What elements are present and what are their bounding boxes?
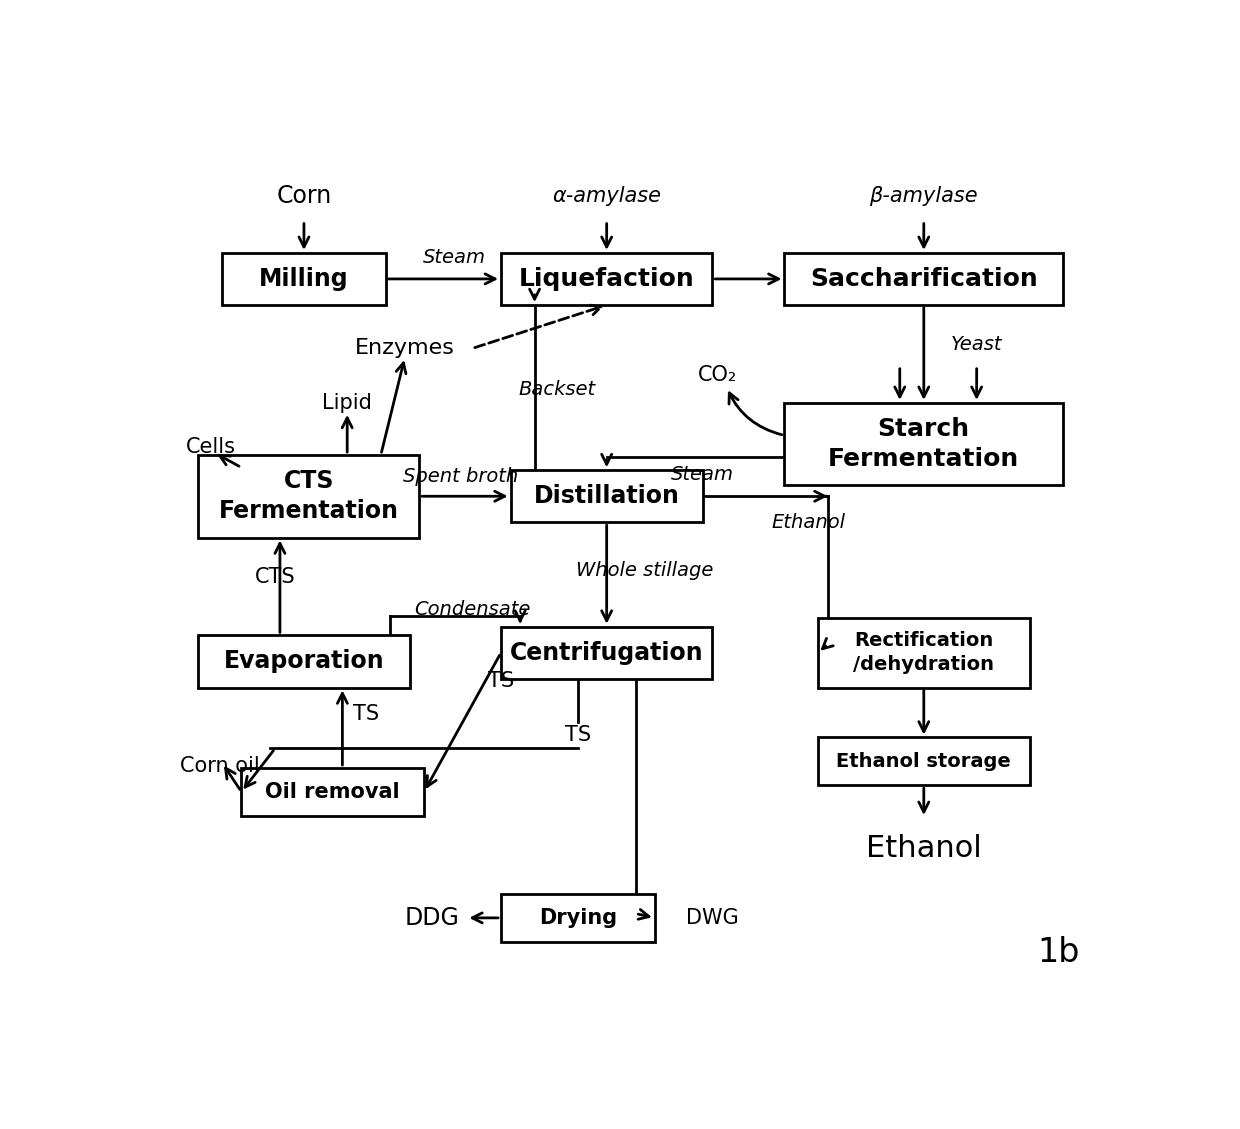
Text: CTS: CTS <box>254 567 295 587</box>
Text: α-amylase: α-amylase <box>552 186 661 207</box>
Text: TS: TS <box>564 725 591 745</box>
Text: Yeast: Yeast <box>951 334 1002 353</box>
Text: Lipid: Lipid <box>322 393 372 413</box>
FancyBboxPatch shape <box>198 455 419 537</box>
Text: Backset: Backset <box>518 379 595 399</box>
Text: Enzymes: Enzymes <box>355 339 455 359</box>
Text: Ethanol: Ethanol <box>771 513 846 532</box>
Text: Steam: Steam <box>671 465 734 484</box>
Text: Ethanol: Ethanol <box>866 834 982 863</box>
Text: DDG: DDG <box>404 905 459 930</box>
Text: Saccharification: Saccharification <box>810 266 1038 291</box>
FancyBboxPatch shape <box>785 403 1063 485</box>
FancyBboxPatch shape <box>818 618 1029 688</box>
Text: Centrifugation: Centrifugation <box>510 641 703 665</box>
FancyBboxPatch shape <box>198 636 409 688</box>
FancyBboxPatch shape <box>511 470 703 523</box>
Text: Starch
Fermentation: Starch Fermentation <box>828 418 1019 471</box>
Text: Liquefaction: Liquefaction <box>518 266 694 291</box>
FancyBboxPatch shape <box>501 253 713 305</box>
Text: Distillation: Distillation <box>533 484 680 508</box>
Text: Condensate: Condensate <box>414 599 531 619</box>
FancyBboxPatch shape <box>818 737 1029 786</box>
Text: β-amylase: β-amylase <box>869 186 978 207</box>
Text: DWG: DWG <box>686 908 739 928</box>
Text: Ethanol storage: Ethanol storage <box>837 752 1011 771</box>
Text: Whole stillage: Whole stillage <box>577 561 714 579</box>
FancyBboxPatch shape <box>501 894 655 942</box>
FancyBboxPatch shape <box>785 253 1063 305</box>
FancyBboxPatch shape <box>501 627 713 679</box>
Text: CO₂: CO₂ <box>697 365 737 385</box>
Text: Evaporation: Evaporation <box>223 649 384 673</box>
Text: CTS
Fermentation: CTS Fermentation <box>218 470 399 523</box>
Text: 1b: 1b <box>1037 936 1080 969</box>
Text: Drying: Drying <box>538 908 618 928</box>
Text: Rectification
/dehydration: Rectification /dehydration <box>853 631 994 674</box>
Text: TS: TS <box>353 703 379 724</box>
Text: Oil removal: Oil removal <box>265 781 401 802</box>
Text: Steam: Steam <box>423 247 486 266</box>
Text: Spent broth: Spent broth <box>403 466 518 485</box>
Text: Corn: Corn <box>277 184 331 209</box>
Text: Milling: Milling <box>259 266 348 291</box>
Text: Corn oil: Corn oil <box>181 755 260 776</box>
Text: Cells: Cells <box>186 437 236 457</box>
Text: TS: TS <box>487 672 515 691</box>
FancyBboxPatch shape <box>222 253 386 305</box>
FancyBboxPatch shape <box>242 768 424 816</box>
